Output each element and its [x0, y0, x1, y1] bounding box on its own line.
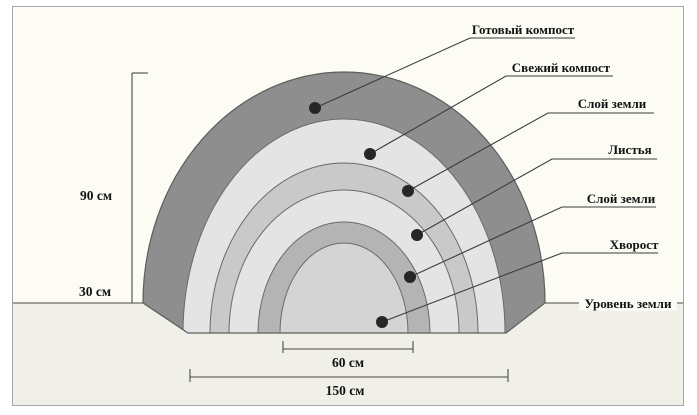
callout-leaves: Листья — [411, 142, 657, 241]
mound — [143, 72, 545, 333]
ground-level-label: Уровень земли — [585, 296, 672, 311]
callout-fresh-compost-label: Свежий компост — [512, 60, 611, 75]
callout-brushwood-label: Хворост — [610, 237, 659, 252]
callout-ready-compost-label: Готовый компост — [472, 22, 575, 37]
layer-brushwood — [279, 242, 409, 333]
ground-label-patch — [579, 295, 677, 311]
callout-soil-upper-label: Слой земли — [578, 96, 647, 111]
callout-fresh-compost-line — [369, 75, 613, 155]
callout-fresh-compost: Свежий компост — [364, 60, 613, 160]
width-150-bracket — [189, 369, 509, 382]
core-width-measure: 60 см — [282, 341, 414, 370]
height-90-label: 90 см — [80, 188, 112, 203]
depth-30-label: 30 см — [79, 284, 111, 299]
callout-soil-upper: Слой земли — [402, 96, 654, 197]
callout-soil-lower-line — [409, 206, 656, 278]
mound-outline — [142, 71, 546, 334]
callout-leaves-label: Листья — [608, 142, 651, 157]
callout-soil-lower: Слой земли — [404, 191, 656, 283]
callout-ready-compost: Готовый компост — [309, 22, 575, 114]
callout-brushwood: Хворост — [376, 237, 659, 328]
callout-ready-compost-line — [314, 37, 575, 109]
callout-brushwood-line — [381, 252, 658, 323]
width-60-label: 60 см — [332, 355, 364, 370]
base-width-measure: 150 см — [189, 369, 509, 398]
callout-brushwood-dot — [376, 316, 388, 328]
ground-level-callout: Уровень земли — [579, 295, 677, 311]
callout-soil-lower-label: Слой земли — [587, 191, 656, 206]
callout-ready-compost-dot — [309, 102, 321, 114]
diagram-frame — [12, 6, 684, 406]
callout-soil-upper-dot — [402, 185, 414, 197]
callout-soil-lower-dot — [404, 271, 416, 283]
callout-fresh-compost-dot — [364, 148, 376, 160]
callout-leaves-line — [416, 158, 657, 236]
width-150-label: 150 см — [326, 383, 365, 398]
callout-leaves-dot — [411, 229, 423, 241]
height-measure: 90 см 30 см — [79, 72, 148, 303]
callout-soil-upper-line — [407, 112, 654, 192]
width-60-bracket — [282, 341, 414, 353]
